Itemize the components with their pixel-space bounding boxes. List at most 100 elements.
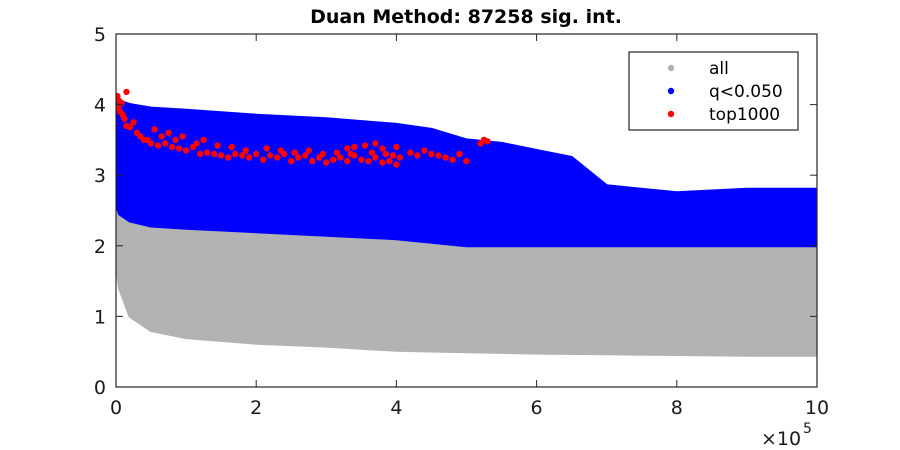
data-point [158, 133, 165, 140]
data-point [333, 149, 340, 156]
data-point [361, 142, 369, 149]
data-point [428, 150, 435, 158]
data-layer [116, 88, 817, 357]
y-tick-label: 3 [94, 165, 106, 187]
data-point [274, 154, 281, 161]
y-tick-label: 2 [94, 236, 106, 258]
data-point [393, 143, 400, 151]
data-point [393, 161, 400, 168]
data-point [291, 149, 298, 156]
data-point [414, 152, 421, 159]
legend-entry: top1000 [667, 105, 780, 125]
legend-label: q<0.050 [709, 82, 783, 102]
data-point [123, 88, 130, 96]
data-point [214, 142, 221, 149]
x-tick-label: 8 [671, 397, 683, 419]
chart-title: Duan Method: 87258 sig. int. [310, 6, 622, 28]
data-point [396, 154, 404, 161]
x-tick-label: 6 [531, 397, 543, 419]
data-point [130, 119, 137, 126]
data-point [168, 143, 176, 151]
x-exponent-power: 5 [803, 421, 812, 437]
legend-marker [667, 64, 675, 72]
x-tick-label: 10 [805, 397, 829, 419]
data-point [154, 142, 162, 149]
data-point [368, 149, 376, 156]
data-point [295, 154, 302, 161]
data-point [386, 157, 393, 165]
data-point [305, 147, 312, 154]
series-band-1 [116, 92, 817, 248]
data-point [232, 150, 239, 158]
y-tick-label: 0 [94, 377, 106, 399]
data-point [389, 152, 397, 159]
legend-label: all [709, 59, 729, 79]
x-exponent-base: ×10 [761, 428, 801, 450]
legend-entry: all [667, 59, 729, 79]
data-point [121, 115, 128, 122]
data-point [309, 157, 316, 165]
data-point [435, 152, 442, 159]
data-point [228, 143, 235, 151]
data-point [351, 143, 358, 151]
data-point [330, 156, 337, 163]
y-tick-label: 1 [94, 306, 106, 328]
data-point [379, 159, 386, 166]
data-point [421, 147, 428, 154]
data-point [347, 150, 354, 158]
legend-marker [667, 110, 675, 118]
data-point [246, 154, 253, 161]
legend: all q<0.050 top1000 [628, 51, 799, 131]
data-point [175, 145, 183, 152]
legend-label: top1000 [709, 105, 780, 125]
data-point [239, 152, 246, 159]
data-point [217, 152, 225, 159]
data-point [263, 145, 270, 152]
legend-items: all q<0.050 top1000 [667, 59, 783, 125]
axes-box [115, 33, 818, 388]
data-point [242, 147, 249, 154]
data-point [277, 147, 284, 154]
x-tick-label: 2 [250, 397, 262, 419]
data-point [365, 157, 372, 165]
data-point [260, 156, 267, 163]
data-point [253, 150, 260, 158]
legend-box [628, 51, 799, 131]
data-point [382, 150, 390, 158]
data-point [484, 138, 491, 145]
x-tick-label: 4 [390, 397, 402, 419]
data-point [200, 136, 207, 144]
data-point [182, 147, 190, 154]
data-point [161, 140, 169, 147]
data-point [225, 154, 232, 161]
data-point [302, 152, 309, 159]
y-tick-label: 5 [94, 24, 106, 46]
data-point [463, 157, 470, 165]
data-point [126, 124, 134, 131]
data-point [379, 145, 386, 152]
data-point [344, 157, 351, 165]
data-point [151, 126, 158, 133]
data-point [210, 150, 218, 158]
ticks-layer: 0 2 4 6 8 10 0 1 2 3 4 5 [94, 24, 829, 419]
data-point [358, 156, 365, 163]
data-point [116, 92, 121, 100]
legend-marker [667, 87, 675, 95]
data-point [193, 140, 200, 147]
data-point [372, 140, 379, 147]
x-tick-label: 0 [110, 397, 122, 419]
data-point [344, 145, 351, 152]
series-top1000 [116, 88, 491, 168]
data-point [337, 154, 344, 161]
data-point [372, 154, 379, 161]
series-q-0-050 [116, 92, 817, 248]
data-point [449, 156, 456, 163]
data-point [165, 129, 172, 136]
data-point [319, 150, 326, 158]
data-point [456, 150, 463, 158]
data-point [323, 159, 330, 166]
data-point [179, 133, 186, 140]
y-tick-label: 4 [94, 95, 106, 117]
data-point [147, 140, 155, 147]
